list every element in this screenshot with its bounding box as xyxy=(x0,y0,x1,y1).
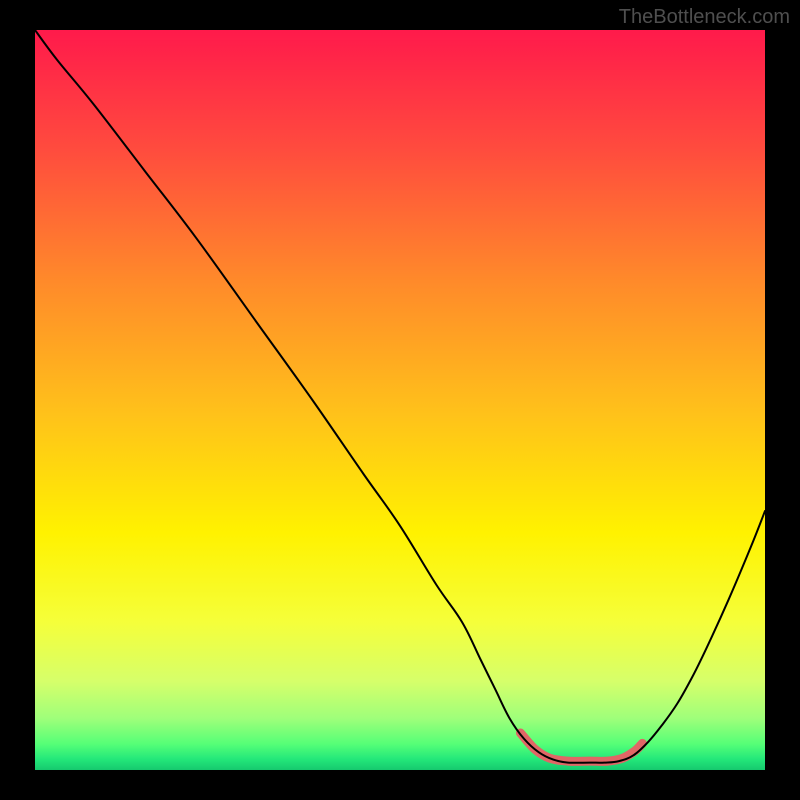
bottleneck-figure: TheBottleneck.com xyxy=(0,0,800,800)
chart-canvas xyxy=(0,0,800,800)
source-attribution: TheBottleneck.com xyxy=(619,6,790,29)
plot-background xyxy=(35,30,765,770)
